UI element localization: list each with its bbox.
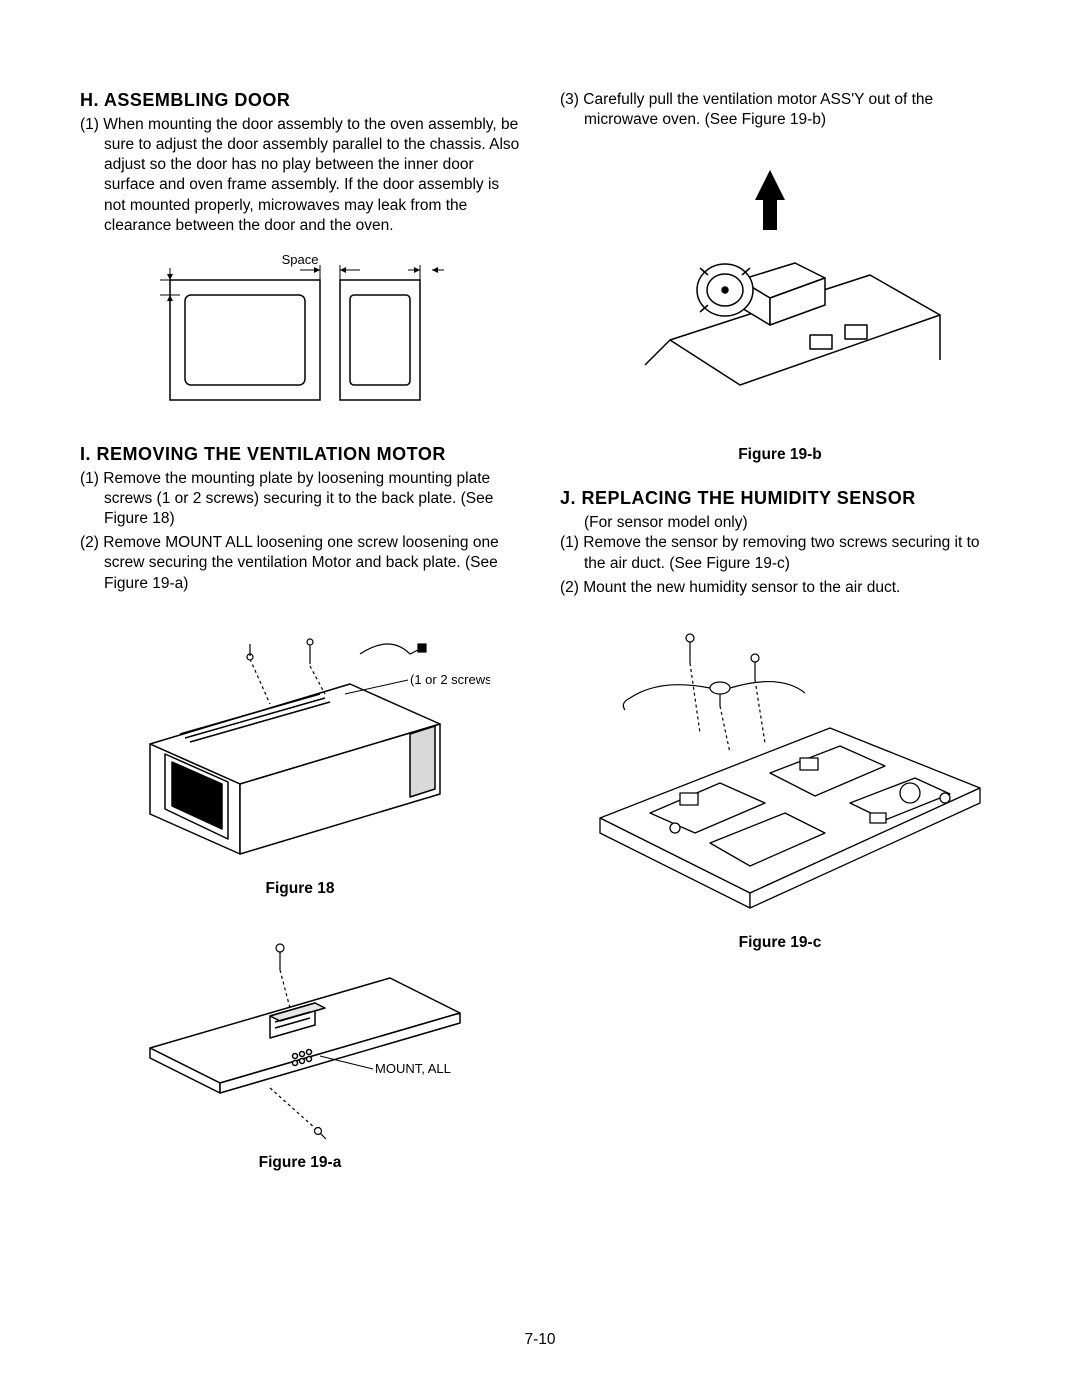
- figure-19a-svg: MOUNT, ALL: [120, 928, 480, 1148]
- fig19a-annot: MOUNT, ALL: [375, 1061, 451, 1076]
- section-j-title: J. REPLACING THE HUMIDITY SENSOR: [560, 488, 1000, 509]
- section-j-item1: (1) Remove the sensor by removing two sc…: [560, 533, 1000, 573]
- figure-19b-caption: Figure 19-b: [738, 446, 822, 464]
- section-j-subnote: (For sensor model only): [560, 513, 1000, 533]
- fig18-annot: (1 or 2 screws): [410, 672, 490, 687]
- right-column: (3) Carefully pull the ventilation motor…: [560, 90, 1000, 1172]
- figure-18-svg: (1 or 2 screws): [110, 624, 490, 874]
- section-h-item1: (1) When mounting the door assembly to t…: [80, 115, 520, 236]
- section-j-item2: (2) Mount the new humidity sensor to the…: [560, 578, 1000, 598]
- page: H. ASSEMBLING DOOR (1) When mounting the…: [0, 0, 1080, 1399]
- figure-19b-svg: [610, 160, 950, 440]
- space-diagram-svg: Space: [150, 250, 450, 420]
- left-column: H. ASSEMBLING DOOR (1) When mounting the…: [80, 90, 520, 1172]
- section-i-item1: (1) Remove the mounting plate by looseni…: [80, 469, 520, 529]
- figure-18: (1 or 2 screws) Figure 18: [80, 624, 520, 898]
- section-i-item3: (3) Carefully pull the ventilation motor…: [560, 90, 1000, 130]
- figure-19c-caption: Figure 19-c: [739, 934, 822, 952]
- section-h-title: H. ASSEMBLING DOOR: [80, 90, 520, 111]
- figure-18-caption: Figure 18: [266, 880, 335, 898]
- section-i-item2: (2) Remove MOUNT ALL loosening one screw…: [80, 533, 520, 593]
- figure-19a: MOUNT, ALL Figure 19-a: [80, 928, 520, 1172]
- page-number: 7-10: [0, 1331, 1080, 1349]
- figure-space-diagram: Space: [80, 250, 520, 420]
- section-i-title: I. REMOVING THE VENTILATION MOTOR: [80, 444, 520, 465]
- figure-19b: Figure 19-b: [560, 160, 1000, 464]
- space-label: Space: [282, 252, 319, 267]
- columns: H. ASSEMBLING DOOR (1) When mounting the…: [80, 90, 1000, 1172]
- figure-19c-svg: [570, 618, 990, 928]
- figure-19c: Figure 19-c: [560, 618, 1000, 952]
- figure-19a-caption: Figure 19-a: [259, 1154, 342, 1172]
